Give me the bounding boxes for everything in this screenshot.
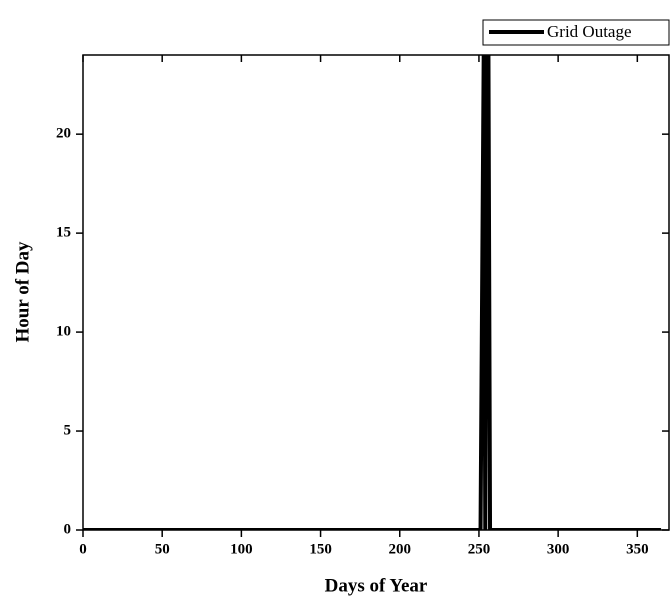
legend-label: Grid Outage: [547, 22, 632, 41]
plot-frame: [82, 54, 670, 531]
x-tick-label: 0: [79, 541, 87, 557]
x-tick-label: 50: [155, 541, 170, 557]
x-tick-label: 300: [547, 541, 570, 557]
x-axis-title: Days of Year: [325, 575, 428, 596]
y-axis-title: Hour of Day: [12, 241, 33, 342]
x-tick-label: 250: [468, 541, 491, 557]
x-tick-label: 200: [389, 541, 412, 557]
x-tick-label: 100: [230, 541, 253, 557]
series-line: [83, 55, 662, 530]
y-tick-label: 20: [56, 126, 71, 142]
y-tick-label: 0: [64, 521, 72, 537]
y-tick-label: 5: [64, 422, 72, 438]
y-tick-label: 15: [56, 225, 71, 241]
x-tick-label: 150: [309, 541, 332, 557]
y-tick-label: 10: [56, 324, 71, 340]
x-tick-label: 350: [626, 541, 649, 557]
